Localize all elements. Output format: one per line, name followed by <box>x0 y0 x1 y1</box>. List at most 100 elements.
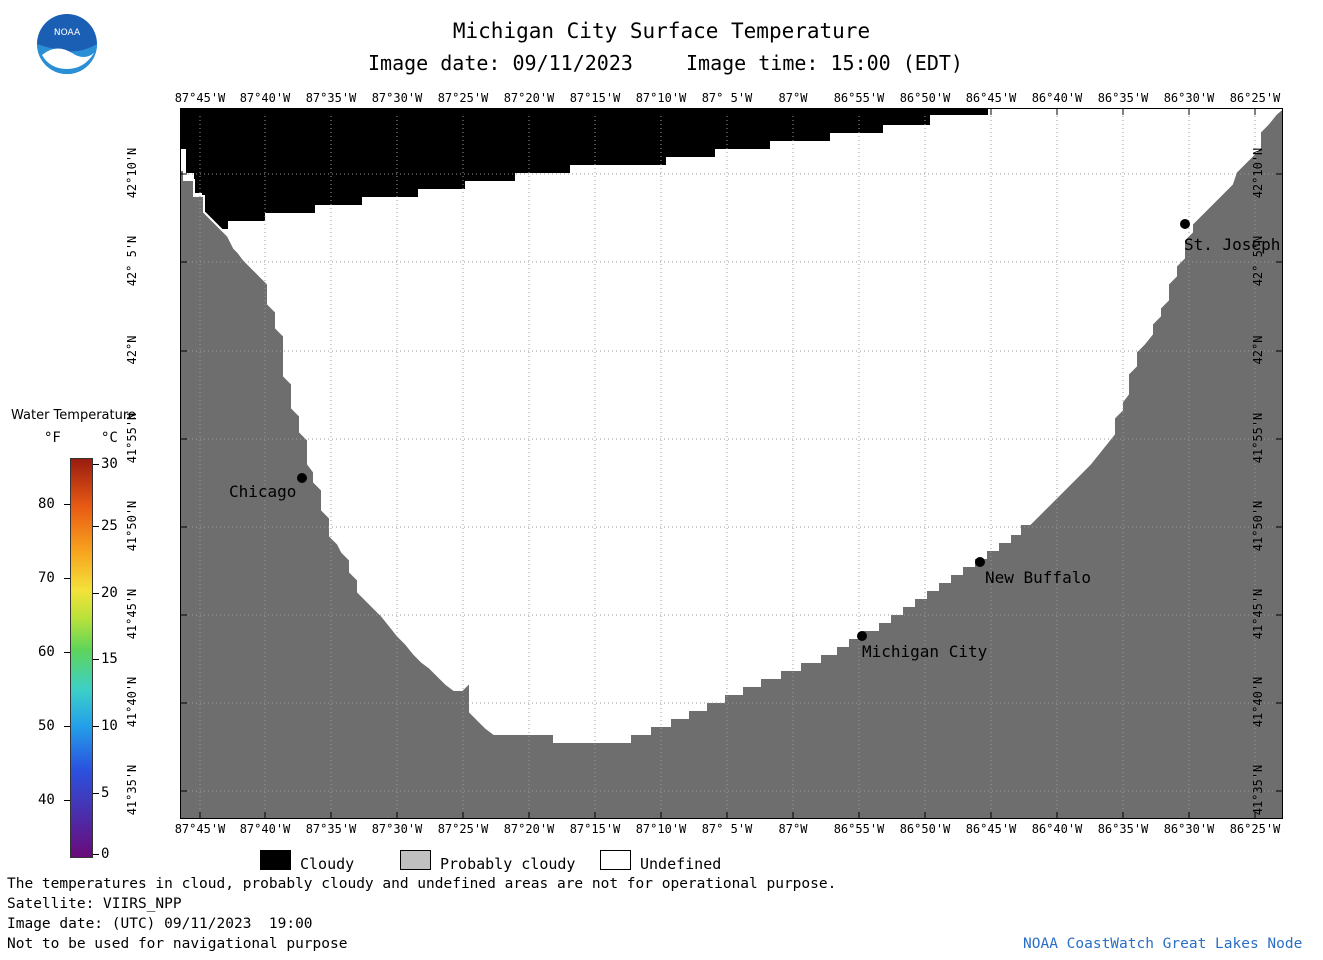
key-label-undefined: Undefined <box>640 855 722 873</box>
lon-label-bottom: 86°55'W <box>833 822 885 836</box>
noaa-logo: NOAA <box>36 13 98 75</box>
legend-tick-c: 10 <box>101 718 118 734</box>
legend-tick-c: 15 <box>101 651 118 667</box>
lon-label-bottom: 86°25'W <box>1229 822 1281 836</box>
lon-label-top: 87°25'W <box>437 91 489 105</box>
legend-tick-mark <box>93 659 99 660</box>
lat-label-right: 42°10'N <box>1251 147 1265 199</box>
place-dot <box>857 631 867 641</box>
legend-tick-c: 30 <box>101 456 118 472</box>
place-label-chicago: Chicago <box>229 482 297 501</box>
lon-label-bottom: 87°25'W <box>437 822 489 836</box>
lon-label-bottom: 86°30'W <box>1163 822 1215 836</box>
image-time: Image time: 15:00 (EDT) <box>686 51 963 75</box>
lon-label-bottom: 87°10'W <box>635 822 687 836</box>
lon-label-bottom: 86°50'W <box>899 822 951 836</box>
lon-label-top: 86°30'W <box>1163 91 1215 105</box>
lon-label-bottom: 87°30'W <box>371 822 423 836</box>
footer-nav-warning: Not to be used for navigational purpose <box>7 936 348 952</box>
lon-label-top: 87°30'W <box>371 91 423 105</box>
lat-label-right: 41°55'N <box>1251 412 1265 464</box>
legend-tick-mark <box>64 652 70 653</box>
cloud-region <box>180 108 988 229</box>
legend-tick-mark <box>93 526 99 527</box>
west-land <box>179 105 1284 820</box>
lon-label-top: 86°55'W <box>833 91 885 105</box>
legend-tick-f: 40 <box>38 792 55 808</box>
lat-label-right: 42°N <box>1251 335 1265 365</box>
footer-utc-date: Image date: (UTC) 09/11/2023 19:00 <box>7 916 313 932</box>
legend-tick-c: 25 <box>101 518 118 534</box>
logo-text: NOAA <box>54 28 81 38</box>
lon-label-bottom: 87°35'W <box>305 822 357 836</box>
lon-label-top: 87° 5'W <box>701 91 753 105</box>
lon-label-bottom: 86°45'W <box>965 822 1017 836</box>
lat-label-right: 41°40'N <box>1251 676 1265 728</box>
lat-label-left: 41°50'N <box>125 500 139 552</box>
lat-label-right: 42° 5'N <box>1251 235 1265 287</box>
lon-label-bottom: 87°40'W <box>239 822 291 836</box>
page-title: Michigan City Surface Temperature <box>452 19 871 43</box>
place-label-st-joseph: St. Joseph <box>1184 235 1281 254</box>
lon-label-top: 87°15'W <box>569 91 621 105</box>
lon-label-bottom: 87°W <box>778 822 808 836</box>
lon-label-bottom: 86°35'W <box>1097 822 1149 836</box>
lat-label-left: 42°10'N <box>125 147 139 199</box>
legend-tick-mark <box>93 464 99 465</box>
lon-label-top: 86°40'W <box>1031 91 1083 105</box>
legend-tick-mark <box>64 504 70 505</box>
lon-label-top: 87°10'W <box>635 91 687 105</box>
lon-label-top: 86°50'W <box>899 91 951 105</box>
legend-tick-f: 70 <box>38 570 55 586</box>
place-label-michigan-city: Michigan City <box>862 642 988 661</box>
legend-tick-mark <box>64 726 70 727</box>
footer-note: The temperatures in cloud, probably clou… <box>7 876 837 892</box>
lat-label-left: 42°N <box>125 335 139 365</box>
map-canvas <box>179 105 1284 820</box>
legend-title: Water Temperature <box>11 408 136 423</box>
graticule <box>180 108 1283 819</box>
legend-tick-c: 0 <box>101 846 110 862</box>
legend-tick-mark <box>93 593 99 594</box>
legend-tick-c: 20 <box>101 585 118 601</box>
image-date: Image date: 09/11/2023 <box>368 51 633 75</box>
lon-label-top: 87°20'W <box>503 91 555 105</box>
lon-label-top: 87°40'W <box>239 91 291 105</box>
legend-tick-mark <box>93 793 99 794</box>
lat-label-left: 42° 5'N <box>125 235 139 287</box>
footer-satellite: Satellite: VIIRS_NPP <box>7 896 182 912</box>
lat-label-right: 41°50'N <box>1251 500 1265 552</box>
legend-unit-f: °F <box>44 430 61 446</box>
legend-tick-mark <box>93 726 99 727</box>
place-dot <box>1180 219 1190 229</box>
lon-label-bottom: 87°45'W <box>174 822 226 836</box>
legend-tick-f: 80 <box>38 496 55 512</box>
lat-label-right: 41°45'N <box>1251 588 1265 640</box>
place-label-new-buffalo: New Buffalo <box>985 568 1091 587</box>
lon-label-top: 86°45'W <box>965 91 1017 105</box>
lon-label-top: 87°35'W <box>305 91 357 105</box>
key-swatch-probably-cloudy <box>400 850 431 870</box>
legend-tick-mark <box>93 854 99 855</box>
key-swatch-undefined <box>600 850 631 870</box>
legend-tick-mark <box>64 800 70 801</box>
lon-label-bottom: 87°15'W <box>569 822 621 836</box>
lon-label-top: 86°35'W <box>1097 91 1149 105</box>
lon-label-top: 87°W <box>778 91 808 105</box>
key-swatch-cloudy <box>260 850 291 870</box>
lon-label-bottom: 87° 5'W <box>701 822 753 836</box>
legend-tick-c: 5 <box>101 785 110 801</box>
lon-label-bottom: 87°20'W <box>503 822 555 836</box>
lat-label-left: 41°40'N <box>125 676 139 728</box>
legend-tick-mark <box>64 578 70 579</box>
temperature-color-bar <box>70 458 93 858</box>
footer-credit: NOAA CoastWatch Great Lakes Node <box>1023 936 1303 952</box>
place-markers <box>297 219 1190 641</box>
legend-tick-f: 60 <box>38 644 55 660</box>
key-label-cloudy: Cloudy <box>300 855 355 873</box>
lat-label-left: 41°35'N <box>125 764 139 816</box>
legend-unit-c: °C <box>101 430 118 446</box>
place-dot <box>975 557 985 567</box>
legend-tick-f: 50 <box>38 718 55 734</box>
lat-label-left: 41°45'N <box>125 588 139 640</box>
